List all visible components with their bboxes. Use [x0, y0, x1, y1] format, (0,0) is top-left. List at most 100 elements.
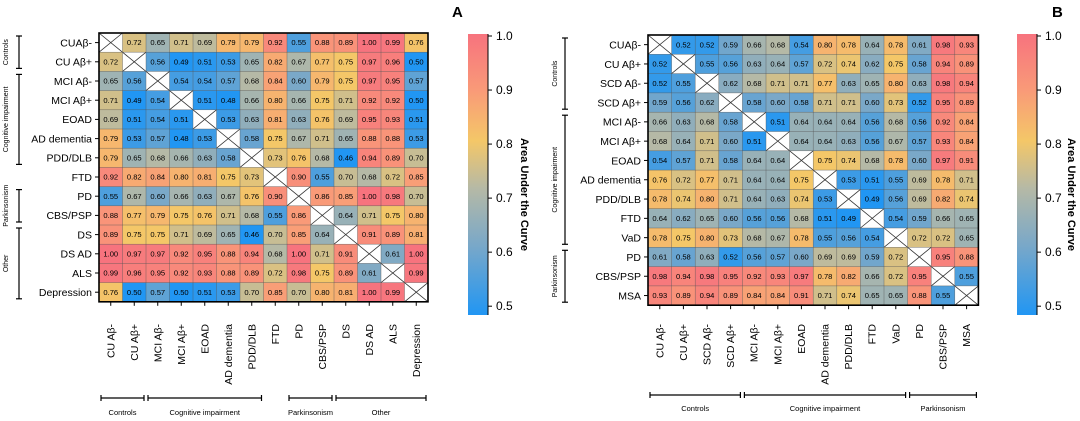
heatmap-cell [334, 33, 358, 53]
cell-value-label: 0.46 [244, 230, 259, 239]
cell-value-label: 0.75 [268, 134, 283, 143]
heatmap-cell [99, 205, 123, 226]
cell-value-label: 0.55 [818, 233, 833, 242]
column-label: CU Aβ+ [678, 324, 690, 361]
heatmap-cell [310, 263, 335, 283]
cell-value-label: 0.71 [841, 98, 856, 107]
heatmap-cell [884, 54, 908, 74]
cell-value-label: 0.51 [865, 175, 880, 184]
heatmap-cell [954, 208, 979, 229]
row-label: VaD [621, 232, 641, 244]
cell-value-label: 0.85 [291, 230, 306, 239]
heatmap-cell [742, 208, 767, 229]
heatmap-cell [287, 52, 311, 72]
cell-value-label: 0.52 [652, 79, 667, 88]
heatmap-cell [766, 285, 790, 306]
heatmap-cell [404, 167, 429, 187]
row-label: PDD/DLB [595, 194, 641, 206]
cell-value-label: 0.78 [841, 40, 856, 49]
cell-value-label: 0.89 [385, 153, 400, 162]
heatmap-cell [907, 92, 932, 113]
cell-value-label: 0.48 [174, 134, 189, 143]
heatmap-cell [718, 189, 743, 209]
heatmap-cell [240, 129, 264, 149]
heatmap-cell [836, 247, 861, 267]
cell-value-label: 0.79 [221, 38, 236, 47]
row-label: EOAD [611, 155, 641, 167]
cell-value-label: 0.73 [888, 98, 903, 107]
diagonal-cross [907, 246, 932, 267]
cell-value-label: 0.71 [700, 137, 715, 146]
heatmap-cell [884, 131, 908, 152]
heatmap-cell [334, 263, 358, 283]
cell-value-label: 0.89 [959, 98, 974, 107]
heatmap-cell [99, 129, 123, 149]
heatmap-cell [954, 35, 979, 55]
heatmap-cell [381, 90, 405, 111]
heatmap-cell [836, 112, 861, 132]
heatmap-cell [240, 33, 264, 53]
heatmap-cell [884, 150, 908, 171]
cell-value-label: 0.71 [723, 195, 738, 204]
row-label: CUAβ- [60, 37, 92, 49]
cell-value-label: 0.51 [174, 115, 189, 124]
heatmap-cell [381, 71, 405, 91]
cell-value-label: 0.78 [936, 175, 951, 184]
cell-value-label: 0.65 [150, 38, 165, 47]
cell-value-label: 0.91 [794, 291, 809, 300]
group-label-left: Controls [3, 39, 10, 66]
cell-value-label: 0.71 [700, 156, 715, 165]
heatmap-cell [671, 189, 696, 209]
heatmap-cell [193, 225, 217, 245]
heatmap-cell [357, 52, 382, 72]
heatmap-cell [334, 186, 358, 207]
cell-value-label: 0.71 [723, 175, 738, 184]
column-label: CU Aβ+ [129, 324, 141, 361]
heatmap-cell [742, 150, 767, 171]
column-label: CBS/PSP [317, 324, 329, 370]
cell-value-label: 0.71 [794, 79, 809, 88]
cell-value-label: 0.57 [221, 77, 236, 86]
cell-value-label: 0.66 [936, 214, 951, 223]
cell-value-label: 0.63 [291, 115, 306, 124]
diagonal-cross [860, 208, 885, 229]
cell-value-label: 0.80 [818, 40, 833, 49]
cell-value-label: 0.71 [818, 291, 833, 300]
cell-value-label: 0.64 [652, 214, 667, 223]
cell-value-label: 0.93 [936, 137, 951, 146]
cell-value-label: 0.58 [221, 153, 236, 162]
heatmap-cell [789, 228, 814, 248]
cell-value-label: 0.92 [174, 269, 189, 278]
row-label: CUAβ- [609, 39, 641, 51]
heatmap-cell [836, 92, 861, 113]
heatmap-cell [146, 282, 170, 303]
heatmap-cell [240, 109, 264, 130]
group-label-bottom: Cognitive impairment [790, 404, 861, 413]
heatmap-cell [671, 266, 696, 287]
cell-value-label: 0.97 [362, 57, 377, 66]
diagonal-cross [169, 90, 194, 111]
cell-value-label: 1.00 [362, 192, 377, 201]
cell-value-label: 0.55 [315, 173, 330, 182]
heatmap-cell [263, 129, 288, 149]
heatmap-cell [310, 52, 335, 72]
cell-value-label: 0.48 [221, 96, 236, 105]
cell-value-label: 0.82 [936, 195, 951, 204]
cell-value-label: 0.75 [818, 156, 833, 165]
heatmap-cell [907, 170, 932, 190]
heatmap-cell [216, 167, 241, 187]
cell-value-label: 0.64 [315, 230, 330, 239]
cell-value-label: 0.58 [244, 134, 259, 143]
cell-value-label: 0.97 [794, 272, 809, 281]
cell-value-label: 0.63 [244, 115, 259, 124]
cell-value-label: 0.70 [268, 230, 283, 239]
heatmap-cell [169, 148, 194, 168]
heatmap-cell [695, 228, 720, 248]
cell-value-label: 0.56 [676, 98, 691, 107]
heatmap-cell [789, 92, 814, 113]
cell-value-label: 0.94 [700, 291, 715, 300]
diagonal-cross [718, 92, 743, 113]
cell-value-label: 0.55 [936, 291, 951, 300]
cell-value-label: 0.66 [652, 117, 667, 126]
diagonal-cross [954, 285, 979, 306]
